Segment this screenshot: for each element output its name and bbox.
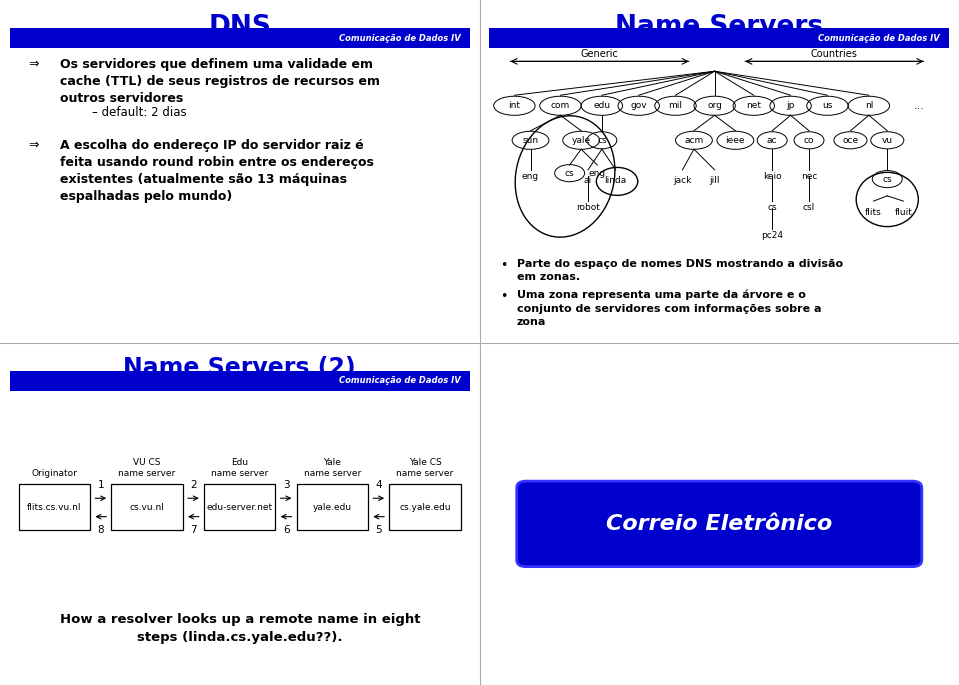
- Text: pc24: pc24: [761, 231, 784, 240]
- Text: cs: cs: [565, 169, 574, 177]
- Text: 5: 5: [375, 525, 382, 535]
- FancyBboxPatch shape: [296, 484, 368, 530]
- Text: keio: keio: [762, 171, 782, 181]
- Text: •: •: [501, 290, 508, 303]
- Text: 7: 7: [190, 525, 197, 535]
- Text: vu: vu: [881, 136, 893, 145]
- FancyBboxPatch shape: [517, 481, 922, 566]
- Text: oce: oce: [842, 136, 858, 145]
- FancyBboxPatch shape: [10, 371, 470, 390]
- Text: acm: acm: [685, 136, 704, 145]
- Text: sun: sun: [523, 136, 539, 145]
- Text: nec: nec: [801, 171, 817, 181]
- Text: 2: 2: [190, 480, 197, 490]
- Text: •: •: [501, 259, 508, 272]
- FancyBboxPatch shape: [204, 484, 275, 530]
- Text: Yale CS
name server: Yale CS name server: [396, 458, 454, 478]
- Text: jill: jill: [710, 177, 720, 186]
- Text: co: co: [804, 136, 814, 145]
- Text: Os servidores que definem uma validade em
cache (TTL) de seus registros de recur: Os servidores que definem uma validade e…: [60, 58, 380, 105]
- Text: eng: eng: [522, 171, 539, 181]
- Text: net: net: [746, 101, 761, 110]
- Text: flits: flits: [865, 208, 882, 216]
- Text: Parte do espaço de nomes DNS mostrando a divisão
em zonas.: Parte do espaço de nomes DNS mostrando a…: [517, 259, 843, 282]
- Text: cs.vu.nl: cs.vu.nl: [129, 503, 165, 512]
- Text: gov: gov: [630, 101, 647, 110]
- Text: edu-server.net: edu-server.net: [207, 503, 272, 512]
- Text: Comunicação de Dados IV: Comunicação de Dados IV: [818, 34, 940, 43]
- Text: jp: jp: [786, 101, 795, 110]
- Text: us: us: [822, 101, 832, 110]
- Text: ⇒: ⇒: [28, 58, 38, 71]
- Text: Uma zona representa uma parte da árvore e o
conjunto de servidores com informaçõ: Uma zona representa uma parte da árvore …: [517, 290, 821, 327]
- Text: ac: ac: [767, 136, 778, 145]
- Text: Originator: Originator: [32, 469, 78, 478]
- Text: ⇒: ⇒: [28, 138, 38, 151]
- Text: Comunicação de Dados IV: Comunicação de Dados IV: [339, 376, 460, 386]
- FancyBboxPatch shape: [489, 29, 949, 48]
- Text: Name Servers (2): Name Servers (2): [124, 356, 356, 380]
- Text: cs: cs: [597, 136, 607, 145]
- Text: yale.edu: yale.edu: [313, 503, 352, 512]
- Text: Correio Eletrônico: Correio Eletrônico: [606, 514, 832, 534]
- Text: cs.yale.edu: cs.yale.edu: [399, 503, 451, 512]
- Text: flits.cs.vu.nl: flits.cs.vu.nl: [27, 503, 82, 512]
- Text: Generic: Generic: [580, 49, 619, 59]
- Text: csl: csl: [803, 203, 815, 212]
- Text: 6: 6: [283, 525, 290, 535]
- FancyBboxPatch shape: [19, 484, 90, 530]
- FancyBboxPatch shape: [389, 484, 460, 530]
- Text: Countries: Countries: [811, 49, 857, 59]
- Text: int: int: [508, 101, 521, 110]
- Text: cs: cs: [882, 175, 892, 184]
- Text: com: com: [550, 101, 570, 110]
- Text: Name Servers: Name Servers: [615, 14, 824, 40]
- Text: mil: mil: [668, 101, 683, 110]
- Text: How a resolver looks up a remote name in eight
steps (linda.cs.yale.edu??).: How a resolver looks up a remote name in…: [59, 612, 420, 644]
- FancyBboxPatch shape: [111, 484, 183, 530]
- Text: Edu
name server: Edu name server: [211, 458, 269, 478]
- Text: 4: 4: [375, 480, 382, 490]
- Text: 8: 8: [98, 525, 105, 535]
- FancyBboxPatch shape: [10, 29, 470, 48]
- Text: robot: robot: [576, 203, 600, 212]
- Text: yale: yale: [572, 136, 591, 145]
- Text: ai: ai: [584, 177, 592, 186]
- Text: ...: ...: [914, 101, 924, 111]
- Text: nl: nl: [865, 101, 873, 110]
- Text: Comunicação de Dados IV: Comunicação de Dados IV: [339, 34, 460, 43]
- Text: – default: 2 dias: – default: 2 dias: [92, 105, 187, 119]
- Text: DNS: DNS: [208, 14, 271, 40]
- Text: VU CS
name server: VU CS name server: [119, 458, 175, 478]
- Text: cs: cs: [767, 203, 777, 212]
- Text: ieee: ieee: [726, 136, 745, 145]
- Text: fluit: fluit: [895, 208, 912, 216]
- Text: A escolha do endereço IP do servidor raiz é
feita usando round robin entre os en: A escolha do endereço IP do servidor rai…: [60, 138, 374, 203]
- Text: edu: edu: [594, 101, 611, 110]
- Text: eng: eng: [589, 169, 606, 177]
- Text: org: org: [707, 101, 722, 110]
- Text: jack: jack: [673, 177, 691, 186]
- Text: Yale
name server: Yale name server: [304, 458, 361, 478]
- Text: 1: 1: [98, 480, 105, 490]
- Text: linda: linda: [604, 177, 627, 186]
- Text: 3: 3: [283, 480, 290, 490]
